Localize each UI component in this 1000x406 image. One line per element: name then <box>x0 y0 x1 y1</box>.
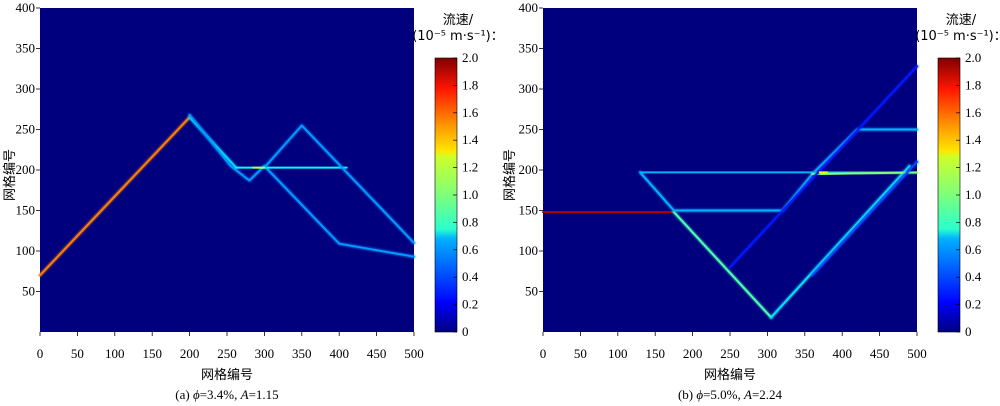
colorbar-title-b-line1: 流速/ <box>946 13 977 28</box>
flow-path <box>188 113 415 258</box>
colorbar-tick-label: 0 <box>462 324 469 339</box>
colorbar-tick-label: 1.8 <box>462 77 478 92</box>
colorbar-tick-label: 1.8 <box>965 77 981 92</box>
colorbar-ticks-b: 0 0.2 0.4 0.6 0.8 1.0 1.2 1.4 1.6 1.8 2.0 <box>956 50 982 339</box>
plot-area-b <box>543 8 917 332</box>
flow-path <box>770 165 911 319</box>
y-tick-label: 350 <box>519 41 539 56</box>
colorbar-tick-label: 0.4 <box>462 269 479 284</box>
x-tick-label: 0 <box>540 346 547 361</box>
flow-path <box>39 116 191 277</box>
x-tick-label: 250 <box>720 346 740 361</box>
colorbar-tick-label: 0.8 <box>462 214 478 229</box>
x-tick-label: 350 <box>795 346 815 361</box>
flow-paths-b <box>541 64 919 320</box>
flow-path <box>672 211 773 319</box>
panel-a: 50 100 150 200 250 300 350 400 0 50 100 150 200 250 3… <box>2 0 424 402</box>
colorbar-title-b-line2: (10⁻⁵ m·s⁻¹)： <box>915 29 1000 44</box>
flow-path <box>811 160 918 277</box>
colorbar-tick-label: 2.0 <box>462 50 478 65</box>
x-tick-label: 300 <box>255 346 275 361</box>
x-tick-label: 150 <box>645 346 665 361</box>
flow-path <box>263 124 415 244</box>
x-tick-label: 150 <box>142 346 162 361</box>
y-tick-label: 250 <box>16 122 36 137</box>
panel-b: 50 100 150 200 250 300 350 400 0 50 100 150 200 250 3… <box>502 0 927 402</box>
y-tick-label: 200 <box>16 162 36 177</box>
colorbar-tick-label: 2.0 <box>965 50 981 65</box>
y-tick-label: 50 <box>525 284 538 299</box>
caption-a: (a) ϕ=3.4%, A=1.15 <box>175 387 278 402</box>
flow-paths-a <box>38 112 416 278</box>
colorbar-tick-label: 1.0 <box>462 187 478 202</box>
colorbar-tick-label: 1.6 <box>965 105 982 120</box>
y-tick-label: 50 <box>22 284 35 299</box>
y-tick-label: 150 <box>16 203 36 218</box>
x-ticks-a: 0 50 100 150 200 250 300 350 400 450 500 <box>37 332 424 361</box>
colorbar-a: 流速/ (10⁻⁵ m·s⁻¹)： 0 0.2 0.4 0.6 0.8 1.0 1.2 1.4… <box>412 13 504 339</box>
colorbar-title-a-line2: (10⁻⁵ m·s⁻¹)： <box>412 29 504 44</box>
x-tick-label: 400 <box>329 346 349 361</box>
colorbar-tick-label: 0.6 <box>462 242 479 257</box>
x-tick-label: 350 <box>292 346 312 361</box>
x-tick-label: 250 <box>217 346 237 361</box>
x-tick-label: 300 <box>758 346 778 361</box>
y-tick-label: 300 <box>16 81 36 96</box>
colorbar-title-a-line1: 流速/ <box>443 13 474 28</box>
colorbar-tick-label: 1.0 <box>965 187 981 202</box>
y-tick-label: 400 <box>16 0 36 15</box>
y-tick-label: 100 <box>519 243 539 258</box>
x-tick-label: 450 <box>870 346 890 361</box>
colorbar-tick-label: 0.2 <box>462 297 478 312</box>
x-tick-label: 100 <box>105 346 125 361</box>
flow-path <box>811 171 918 176</box>
y-axis-label-b: 网格编号 <box>502 149 518 201</box>
x-tick-label: 50 <box>574 346 587 361</box>
y-tick-label: 150 <box>519 203 539 218</box>
colorbar-tick-label: 0.8 <box>965 214 981 229</box>
y-ticks-a: 50 100 150 200 250 300 350 400 <box>16 0 40 299</box>
colorbar-tick-label: 0.4 <box>965 269 982 284</box>
colorbar-tick-label: 0.2 <box>965 297 981 312</box>
colorbar-tick-label: 1.4 <box>965 132 982 147</box>
y-tick-label: 300 <box>519 81 539 96</box>
caption-b: (b) ϕ=5.0%, A=2.24 <box>678 387 783 402</box>
y-tick-label: 400 <box>519 0 539 15</box>
colorbar-tick-label: 1.2 <box>965 160 981 175</box>
x-axis-label-b: 网格编号 <box>704 367 756 383</box>
colorbar-tick-label: 0.6 <box>965 242 982 257</box>
plot-area-a <box>40 8 414 332</box>
x-tick-label: 100 <box>608 346 628 361</box>
y-axis-label-a: 网格编号 <box>2 149 18 201</box>
x-tick-label: 400 <box>832 346 852 361</box>
x-tick-label: 0 <box>37 346 44 361</box>
x-tick-label: 500 <box>404 346 424 361</box>
y-tick-label: 200 <box>519 162 539 177</box>
y-ticks-b: 50 100 150 200 250 300 350 400 <box>519 0 543 299</box>
colorbar-tick-label: 1.2 <box>462 160 478 175</box>
y-tick-label: 100 <box>16 243 36 258</box>
x-ticks-b: 0 50 100 150 200 250 300 350 400 450 500 <box>540 332 927 361</box>
flow-path <box>729 65 918 269</box>
x-tick-label: 450 <box>367 346 387 361</box>
colorbar-ticks-a: 0 0.2 0.4 0.6 0.8 1.0 1.2 1.4 1.6 1.8 2.0 <box>453 50 479 339</box>
x-tick-label: 200 <box>683 346 703 361</box>
colorbar-b: 流速/ (10⁻⁵ m·s⁻¹)： 0 0.2 0.4 0.6 0.8 1.0 1.2 1.4… <box>915 13 1000 339</box>
colorbar-tick-label: 1.6 <box>462 105 479 120</box>
y-tick-label: 350 <box>16 41 36 56</box>
x-tick-label: 50 <box>71 346 84 361</box>
x-tick-label: 200 <box>180 346 200 361</box>
x-tick-label: 500 <box>907 346 927 361</box>
colorbar-tick-label: 0 <box>965 324 972 339</box>
x-axis-label-a: 网格编号 <box>201 367 253 383</box>
y-tick-label: 250 <box>519 122 539 137</box>
colorbar-tick-label: 1.4 <box>462 132 479 147</box>
